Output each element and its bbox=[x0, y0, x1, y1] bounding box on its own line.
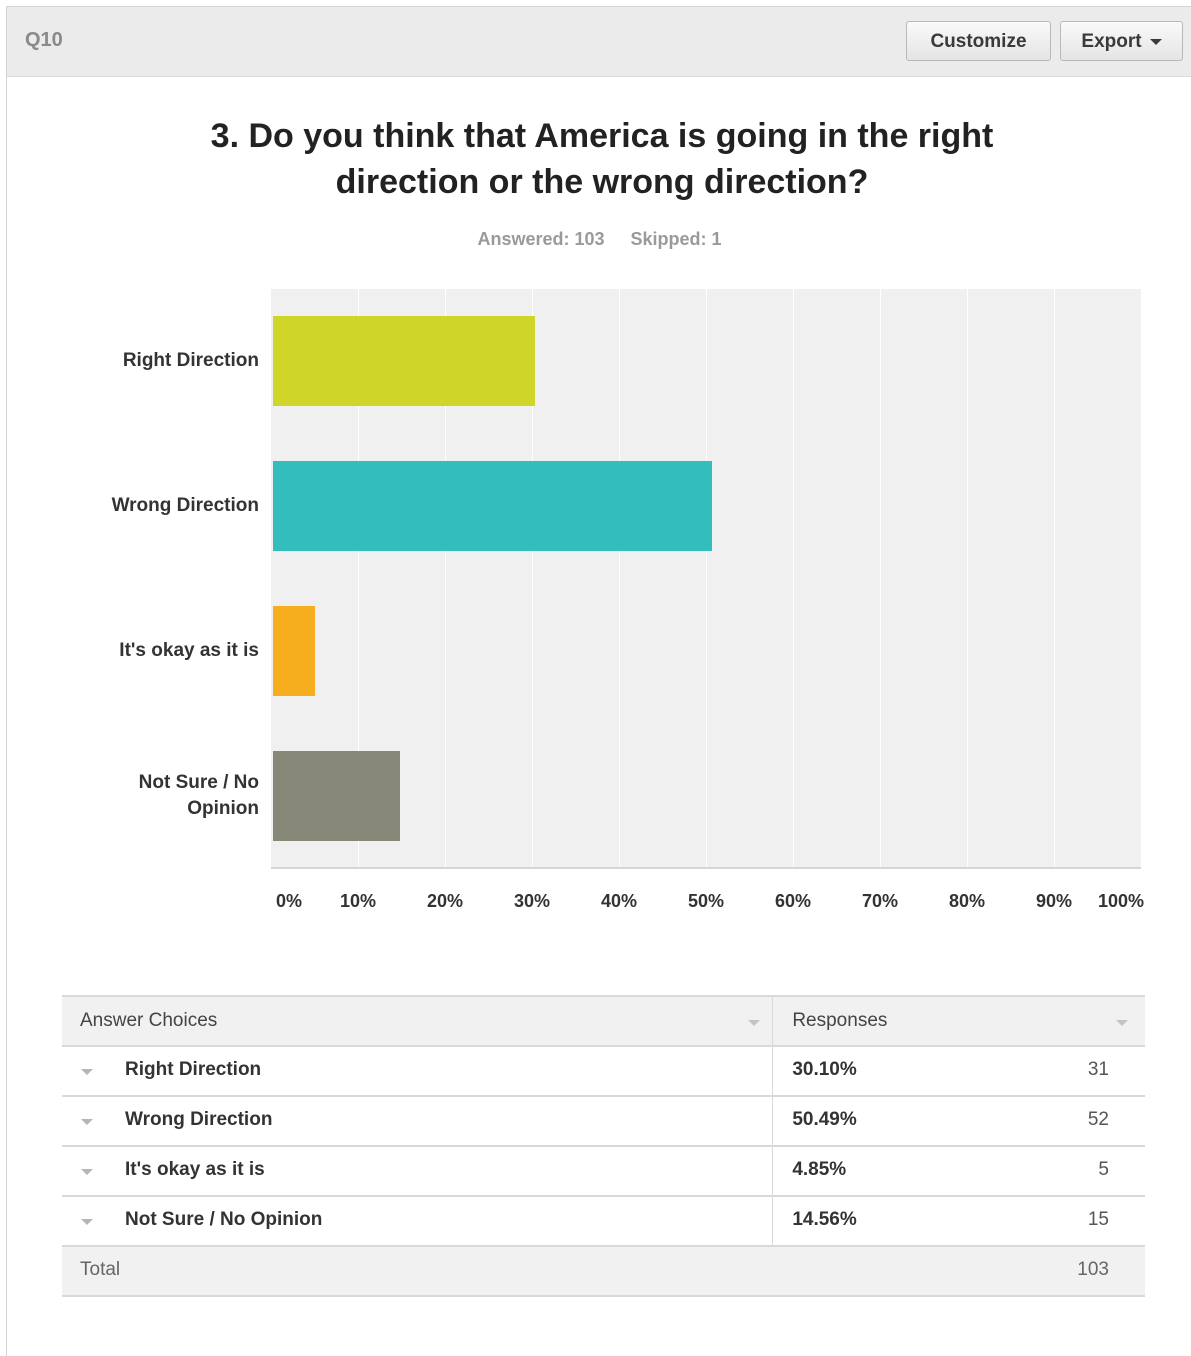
gridline bbox=[880, 289, 881, 867]
x-tick-label: 60% bbox=[774, 891, 812, 911]
category-label: Not Sure / No Opinion bbox=[138, 772, 259, 819]
response-count: 5 bbox=[1098, 1159, 1109, 1180]
gridline bbox=[706, 289, 707, 867]
expand-caret-icon[interactable] bbox=[81, 1119, 93, 1125]
response-count: 52 bbox=[1087, 1109, 1109, 1130]
table-body: Right Direction 30.10% 31 Wrong Direction 50… bbox=[62, 1046, 1145, 1247]
x-tick-label: 80% bbox=[948, 891, 986, 911]
skipped-count: Skipped: 1 bbox=[630, 229, 722, 249]
total-label: Total bbox=[80, 1259, 121, 1280]
sort-caret-icon[interactable] bbox=[748, 1020, 760, 1026]
table-row: Right Direction 30.10% 31 bbox=[62, 1046, 1145, 1097]
response-count: 31 bbox=[1087, 1059, 1109, 1080]
response-cell: 4.85% 5 bbox=[772, 1146, 1145, 1197]
expand-caret-icon[interactable] bbox=[81, 1169, 93, 1175]
table-row: Not Sure / No Opinion 14.56% 15 bbox=[62, 1196, 1145, 1247]
gridline bbox=[445, 289, 446, 867]
responses-header-label: Responses bbox=[792, 1010, 888, 1031]
x-tick-label: 10% bbox=[339, 891, 377, 911]
gridline bbox=[358, 289, 359, 867]
gridline bbox=[532, 289, 533, 867]
total-row: Total 103 bbox=[62, 1246, 1145, 1297]
caret-down-icon bbox=[1149, 38, 1162, 45]
x-tick-label: 70% bbox=[861, 891, 899, 911]
question-number: Q10 bbox=[25, 29, 63, 51]
category-label: It's okay as it is bbox=[119, 640, 259, 661]
expand-caret-icon[interactable] bbox=[81, 1219, 93, 1225]
x-tick-label: 50% bbox=[687, 891, 725, 911]
x-tick-label: 100% bbox=[1097, 891, 1145, 911]
table-row: Wrong Direction 50.49% 52 bbox=[62, 1096, 1145, 1147]
answer-cell: Right Direction bbox=[62, 1046, 774, 1097]
response-cell: 50.49% 52 bbox=[772, 1096, 1145, 1147]
answer-label: Right Direction bbox=[125, 1059, 262, 1080]
x-tick-label: 90% bbox=[1035, 891, 1073, 911]
response-percent: 30.10% bbox=[792, 1059, 857, 1080]
expand-caret-icon[interactable] bbox=[81, 1069, 93, 1075]
gridline bbox=[1054, 289, 1055, 867]
question-title: 3. Do you think that America is going in… bbox=[210, 117, 994, 201]
x-tick-label: 20% bbox=[426, 891, 464, 911]
gridline bbox=[793, 289, 794, 867]
category-label: Wrong Direction bbox=[111, 495, 259, 516]
bar[interactable] bbox=[273, 461, 712, 551]
export-button[interactable]: Export bbox=[1060, 21, 1183, 61]
table-header-row: Answer Choices Responses bbox=[62, 995, 1145, 1047]
answer-label: Not Sure / No Opinion bbox=[125, 1209, 323, 1230]
question-header: Q10 Customize Export bbox=[7, 7, 1191, 77]
question-panel: Q10 Customize Export 3. Do you think tha… bbox=[6, 6, 1191, 1356]
answer-cell: Not Sure / No Opinion bbox=[62, 1196, 774, 1247]
answer-choices-header[interactable]: Answer Choices bbox=[62, 995, 774, 1047]
response-percent: 14.56% bbox=[792, 1209, 857, 1230]
export-button-label: Export bbox=[1081, 31, 1142, 52]
responses-table: Answer Choices Responses Right Direction… bbox=[62, 995, 1145, 1297]
answer-cell: It's okay as it is bbox=[62, 1146, 774, 1197]
response-cell: 14.56% 15 bbox=[772, 1196, 1145, 1247]
answer-choices-header-label: Answer Choices bbox=[80, 1010, 218, 1031]
answer-label: Wrong Direction bbox=[125, 1109, 273, 1130]
x-tick-label: 30% bbox=[513, 891, 551, 911]
total-count: 103 bbox=[1077, 1259, 1109, 1280]
response-count: 15 bbox=[1087, 1209, 1109, 1230]
x-axis-line bbox=[271, 867, 1141, 869]
x-tick-label: 40% bbox=[600, 891, 638, 911]
x-tick-label: 0% bbox=[275, 891, 303, 911]
table-row: It's okay as it is 4.85% 5 bbox=[62, 1146, 1145, 1197]
bar[interactable] bbox=[273, 606, 315, 696]
response-percent: 50.49% bbox=[792, 1109, 857, 1130]
gridline bbox=[619, 289, 620, 867]
total-label-cell: Total bbox=[62, 1246, 773, 1297]
category-label: Right Direction bbox=[122, 350, 259, 371]
plot-area bbox=[271, 289, 1141, 869]
response-cell: 30.10% 31 bbox=[772, 1046, 1145, 1097]
answer-cell: Wrong Direction bbox=[62, 1096, 774, 1147]
response-summary: Answered: 103 Skipped: 1 bbox=[7, 229, 1191, 250]
gridline bbox=[967, 289, 968, 867]
total-count-cell: 103 bbox=[772, 1246, 1145, 1297]
bar[interactable] bbox=[273, 316, 535, 406]
sort-caret-icon[interactable] bbox=[1116, 1020, 1129, 1026]
responses-header[interactable]: Responses bbox=[772, 995, 1145, 1047]
answer-label: It's okay as it is bbox=[125, 1159, 265, 1180]
response-percent: 4.85% bbox=[792, 1159, 847, 1180]
answered-count: Answered: 103 bbox=[477, 229, 605, 249]
bar[interactable] bbox=[273, 751, 400, 841]
customize-button[interactable]: Customize bbox=[906, 21, 1051, 61]
